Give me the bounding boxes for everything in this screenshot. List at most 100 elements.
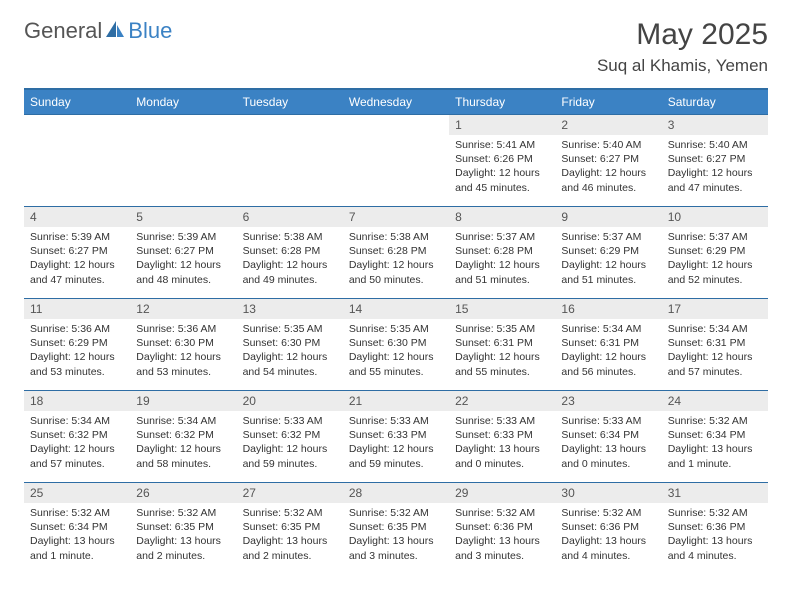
brand-text-blue: Blue [128, 18, 172, 44]
day-details: Sunrise: 5:36 AMSunset: 6:29 PMDaylight:… [24, 319, 130, 383]
calendar-day-cell: 21Sunrise: 5:33 AMSunset: 6:33 PMDayligh… [343, 391, 449, 483]
day-number: 27 [237, 483, 343, 503]
calendar-week-row: 18Sunrise: 5:34 AMSunset: 6:32 PMDayligh… [24, 391, 768, 483]
day-number: 12 [130, 299, 236, 319]
day-details: Sunrise: 5:34 AMSunset: 6:32 PMDaylight:… [24, 411, 130, 475]
weekday-header: Sunday [24, 89, 130, 115]
calendar-day-cell: 17Sunrise: 5:34 AMSunset: 6:31 PMDayligh… [662, 299, 768, 391]
calendar-day-cell: 13Sunrise: 5:35 AMSunset: 6:30 PMDayligh… [237, 299, 343, 391]
day-details: Sunrise: 5:32 AMSunset: 6:36 PMDaylight:… [662, 503, 768, 567]
day-details: Sunrise: 5:34 AMSunset: 6:31 PMDaylight:… [662, 319, 768, 383]
page-header: General Blue May 2025 Suq al Khamis, Yem… [24, 18, 768, 76]
day-details: Sunrise: 5:32 AMSunset: 6:36 PMDaylight:… [449, 503, 555, 567]
calendar-day-cell: 7Sunrise: 5:38 AMSunset: 6:28 PMDaylight… [343, 207, 449, 299]
day-details: Sunrise: 5:34 AMSunset: 6:32 PMDaylight:… [130, 411, 236, 475]
weekday-header: Wednesday [343, 89, 449, 115]
day-number: 22 [449, 391, 555, 411]
calendar-day-cell: 27Sunrise: 5:32 AMSunset: 6:35 PMDayligh… [237, 483, 343, 575]
day-details: Sunrise: 5:33 AMSunset: 6:34 PMDaylight:… [555, 411, 661, 475]
day-details: Sunrise: 5:40 AMSunset: 6:27 PMDaylight:… [555, 135, 661, 199]
day-number: 17 [662, 299, 768, 319]
location-subtitle: Suq al Khamis, Yemen [597, 56, 768, 76]
day-details: Sunrise: 5:33 AMSunset: 6:32 PMDaylight:… [237, 411, 343, 475]
day-number: 18 [24, 391, 130, 411]
calendar-day-cell: 23Sunrise: 5:33 AMSunset: 6:34 PMDayligh… [555, 391, 661, 483]
calendar-day-cell: 29Sunrise: 5:32 AMSunset: 6:36 PMDayligh… [449, 483, 555, 575]
day-number: 19 [130, 391, 236, 411]
day-number: 24 [662, 391, 768, 411]
day-details: Sunrise: 5:40 AMSunset: 6:27 PMDaylight:… [662, 135, 768, 199]
calendar-day-cell: 9Sunrise: 5:37 AMSunset: 6:29 PMDaylight… [555, 207, 661, 299]
sail-icon [104, 19, 126, 44]
calendar-table: SundayMondayTuesdayWednesdayThursdayFrid… [24, 88, 768, 575]
day-details: Sunrise: 5:32 AMSunset: 6:35 PMDaylight:… [237, 503, 343, 567]
day-number: 29 [449, 483, 555, 503]
calendar-day-cell: 12Sunrise: 5:36 AMSunset: 6:30 PMDayligh… [130, 299, 236, 391]
calendar-day-cell: 6Sunrise: 5:38 AMSunset: 6:28 PMDaylight… [237, 207, 343, 299]
day-number: 21 [343, 391, 449, 411]
calendar-day-cell: 28Sunrise: 5:32 AMSunset: 6:35 PMDayligh… [343, 483, 449, 575]
calendar-day-cell: 2Sunrise: 5:40 AMSunset: 6:27 PMDaylight… [555, 115, 661, 207]
brand-logo: General Blue [24, 18, 172, 44]
day-details: Sunrise: 5:37 AMSunset: 6:28 PMDaylight:… [449, 227, 555, 291]
day-number: 1 [449, 115, 555, 135]
day-number: 10 [662, 207, 768, 227]
title-block: May 2025 Suq al Khamis, Yemen [597, 18, 768, 76]
day-number: 28 [343, 483, 449, 503]
calendar-day-cell: 19Sunrise: 5:34 AMSunset: 6:32 PMDayligh… [130, 391, 236, 483]
calendar-day-cell [24, 115, 130, 207]
day-number: 23 [555, 391, 661, 411]
day-details: Sunrise: 5:39 AMSunset: 6:27 PMDaylight:… [130, 227, 236, 291]
day-number: 7 [343, 207, 449, 227]
calendar-day-cell: 1Sunrise: 5:41 AMSunset: 6:26 PMDaylight… [449, 115, 555, 207]
day-number: 13 [237, 299, 343, 319]
weekday-header: Monday [130, 89, 236, 115]
calendar-day-cell: 26Sunrise: 5:32 AMSunset: 6:35 PMDayligh… [130, 483, 236, 575]
day-number: 9 [555, 207, 661, 227]
day-details: Sunrise: 5:33 AMSunset: 6:33 PMDaylight:… [343, 411, 449, 475]
day-number: 5 [130, 207, 236, 227]
calendar-day-cell: 3Sunrise: 5:40 AMSunset: 6:27 PMDaylight… [662, 115, 768, 207]
day-number: 2 [555, 115, 661, 135]
day-number: 15 [449, 299, 555, 319]
day-number: 30 [555, 483, 661, 503]
day-details: Sunrise: 5:34 AMSunset: 6:31 PMDaylight:… [555, 319, 661, 383]
calendar-day-cell: 30Sunrise: 5:32 AMSunset: 6:36 PMDayligh… [555, 483, 661, 575]
day-number: 16 [555, 299, 661, 319]
day-details: Sunrise: 5:32 AMSunset: 6:34 PMDaylight:… [662, 411, 768, 475]
day-details: Sunrise: 5:32 AMSunset: 6:34 PMDaylight:… [24, 503, 130, 567]
calendar-day-cell: 15Sunrise: 5:35 AMSunset: 6:31 PMDayligh… [449, 299, 555, 391]
day-details: Sunrise: 5:35 AMSunset: 6:30 PMDaylight:… [343, 319, 449, 383]
day-number: 14 [343, 299, 449, 319]
calendar-body: 1Sunrise: 5:41 AMSunset: 6:26 PMDaylight… [24, 115, 768, 575]
day-number: 31 [662, 483, 768, 503]
calendar-day-cell [237, 115, 343, 207]
day-number: 20 [237, 391, 343, 411]
day-details: Sunrise: 5:32 AMSunset: 6:35 PMDaylight:… [130, 503, 236, 567]
calendar-day-cell [130, 115, 236, 207]
day-number: 8 [449, 207, 555, 227]
calendar-day-cell: 5Sunrise: 5:39 AMSunset: 6:27 PMDaylight… [130, 207, 236, 299]
calendar-day-cell: 31Sunrise: 5:32 AMSunset: 6:36 PMDayligh… [662, 483, 768, 575]
day-number: 3 [662, 115, 768, 135]
day-details: Sunrise: 5:32 AMSunset: 6:35 PMDaylight:… [343, 503, 449, 567]
day-details: Sunrise: 5:37 AMSunset: 6:29 PMDaylight:… [555, 227, 661, 291]
calendar-day-cell: 25Sunrise: 5:32 AMSunset: 6:34 PMDayligh… [24, 483, 130, 575]
calendar-day-cell: 22Sunrise: 5:33 AMSunset: 6:33 PMDayligh… [449, 391, 555, 483]
day-number: 26 [130, 483, 236, 503]
calendar-day-cell: 24Sunrise: 5:32 AMSunset: 6:34 PMDayligh… [662, 391, 768, 483]
calendar-day-cell: 20Sunrise: 5:33 AMSunset: 6:32 PMDayligh… [237, 391, 343, 483]
calendar-day-cell: 10Sunrise: 5:37 AMSunset: 6:29 PMDayligh… [662, 207, 768, 299]
day-details: Sunrise: 5:36 AMSunset: 6:30 PMDaylight:… [130, 319, 236, 383]
day-number: 6 [237, 207, 343, 227]
calendar-day-cell: 16Sunrise: 5:34 AMSunset: 6:31 PMDayligh… [555, 299, 661, 391]
calendar-week-row: 11Sunrise: 5:36 AMSunset: 6:29 PMDayligh… [24, 299, 768, 391]
day-details: Sunrise: 5:35 AMSunset: 6:30 PMDaylight:… [237, 319, 343, 383]
day-number: 11 [24, 299, 130, 319]
month-title: May 2025 [597, 18, 768, 52]
weekday-header: Friday [555, 89, 661, 115]
day-details: Sunrise: 5:38 AMSunset: 6:28 PMDaylight:… [237, 227, 343, 291]
weekday-header: Saturday [662, 89, 768, 115]
day-details: Sunrise: 5:32 AMSunset: 6:36 PMDaylight:… [555, 503, 661, 567]
calendar-day-cell: 8Sunrise: 5:37 AMSunset: 6:28 PMDaylight… [449, 207, 555, 299]
